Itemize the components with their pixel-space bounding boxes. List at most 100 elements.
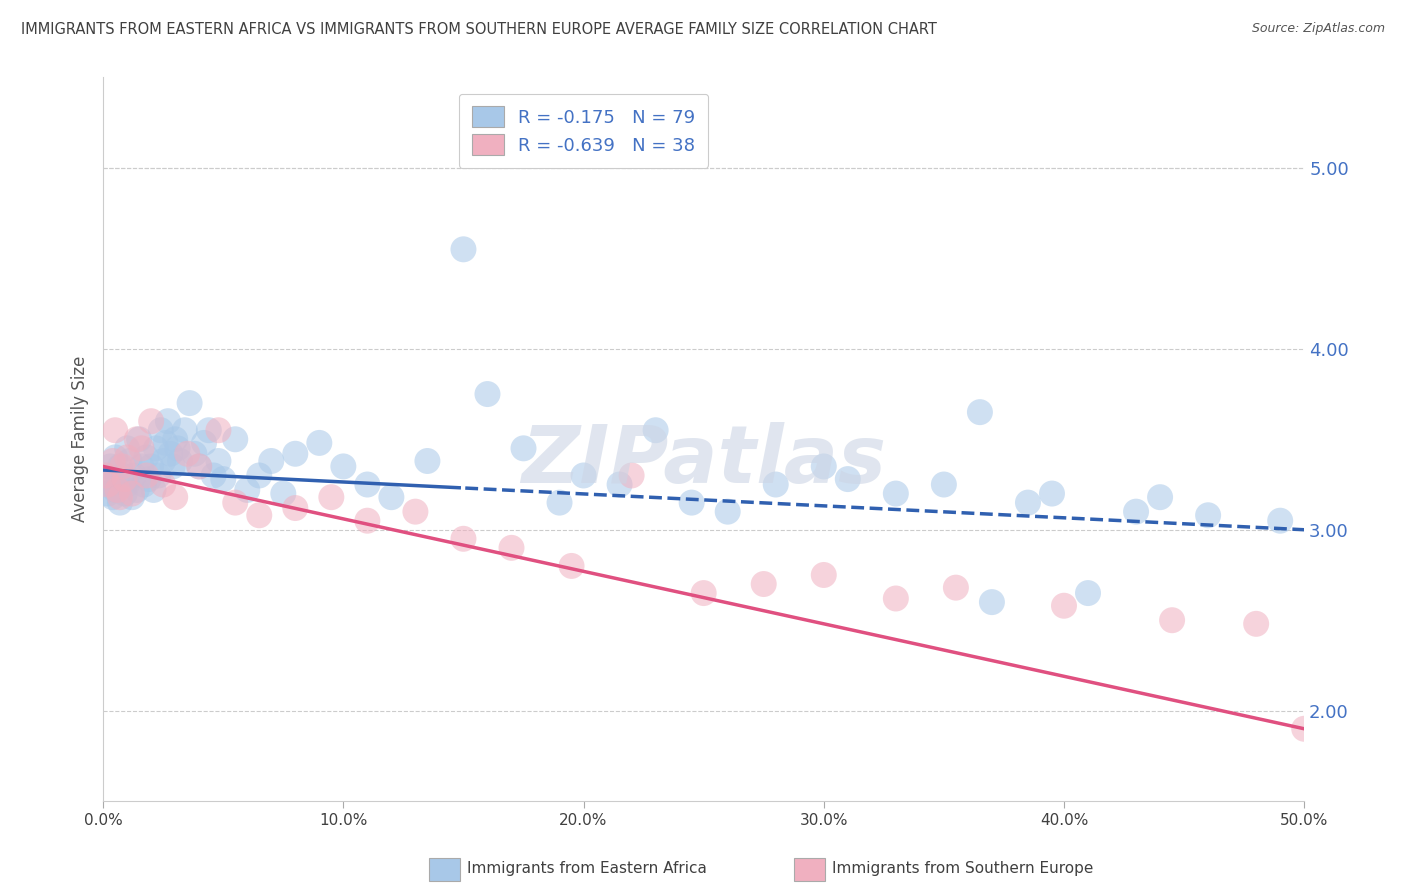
Point [752,577,775,591]
Point [98,459,121,474]
Point [620,468,643,483]
Point [118,454,141,468]
Point [512,442,534,456]
Point [404,505,426,519]
Point [98,477,121,491]
Text: ZIPatlas: ZIPatlas [522,422,886,500]
Point [155,436,177,450]
Point [108,459,131,474]
Point [1017,495,1039,509]
Point [159,447,181,461]
Point [1125,505,1147,519]
Point [321,490,343,504]
Point [884,486,907,500]
Point [980,595,1002,609]
Point [271,486,294,500]
Point [813,568,835,582]
Text: IMMIGRANTS FROM EASTERN AFRICA VS IMMIGRANTS FROM SOUTHERN EUROPE AVERAGE FAMILY: IMMIGRANTS FROM EASTERN AFRICA VS IMMIGR… [21,22,936,37]
Point [176,447,198,461]
Point [501,541,523,555]
Point [884,591,907,606]
Point [572,468,595,483]
Point [692,586,714,600]
Point [260,454,283,468]
Point [101,490,124,504]
Point [108,490,131,504]
Point [165,432,187,446]
Point [107,472,129,486]
Point [932,477,955,491]
Point [138,472,160,486]
Point [416,454,439,468]
Point [212,472,235,486]
Point [115,477,138,491]
Point [717,505,740,519]
Point [1244,616,1267,631]
Point [152,477,174,491]
Text: Immigrants from Eastern Africa: Immigrants from Eastern Africa [467,862,707,876]
Text: Immigrants from Southern Europe: Immigrants from Southern Europe [832,862,1094,876]
Point [380,490,402,504]
Point [945,581,967,595]
Point [207,423,229,437]
Point [104,423,127,437]
Point [1077,586,1099,600]
Point [111,459,134,474]
Point [107,483,129,497]
Point [165,490,187,504]
Point [247,508,270,523]
Point [152,454,174,468]
Point [94,468,117,483]
Point [1270,514,1292,528]
Point [236,483,259,497]
Point [813,459,835,474]
Point [169,454,191,468]
Point [332,459,354,474]
Point [188,459,211,474]
Point [148,468,170,483]
Point [156,414,179,428]
Point [284,447,307,461]
Point [1161,613,1184,627]
Point [453,243,475,257]
Point [125,432,148,446]
Point [356,477,378,491]
Point [202,468,225,483]
Point [247,468,270,483]
Legend: R = -0.175   N = 79, R = -0.639   N = 38: R = -0.175 N = 79, R = -0.639 N = 38 [458,94,709,168]
Point [1053,599,1076,613]
Point [149,423,172,437]
Point [453,532,475,546]
Point [681,495,703,509]
Text: Source: ZipAtlas.com: Source: ZipAtlas.com [1251,22,1385,36]
Point [224,432,246,446]
Point [477,387,499,401]
Point [183,447,205,461]
Point [173,423,195,437]
Point [115,450,138,465]
Point [125,483,148,497]
Point [121,486,143,500]
Point [142,483,165,497]
Point [198,423,221,437]
Point [1294,722,1316,736]
Point [115,442,138,456]
Point [131,442,153,456]
Point [193,436,215,450]
Point [128,432,150,446]
Point [308,436,330,450]
Point [121,490,143,504]
Point [765,477,787,491]
Point [1040,486,1063,500]
Point [94,468,117,483]
Point [111,468,134,483]
Point [124,468,146,483]
Point [561,558,583,573]
Point [179,396,201,410]
Point [114,472,136,486]
Point [162,459,184,474]
Point [644,423,666,437]
Point [969,405,991,419]
Point [97,486,120,500]
Point [284,501,307,516]
